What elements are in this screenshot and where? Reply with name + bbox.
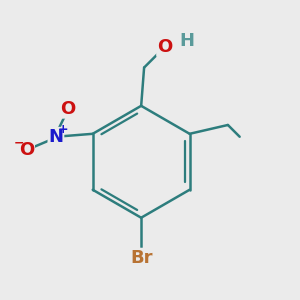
Text: N: N [48,128,63,146]
Text: O: O [157,38,172,56]
Text: H: H [179,32,194,50]
Text: +: + [58,123,69,136]
Text: O: O [60,100,75,118]
Text: O: O [19,141,34,159]
Text: Br: Br [130,249,152,267]
Text: −: − [14,136,24,149]
